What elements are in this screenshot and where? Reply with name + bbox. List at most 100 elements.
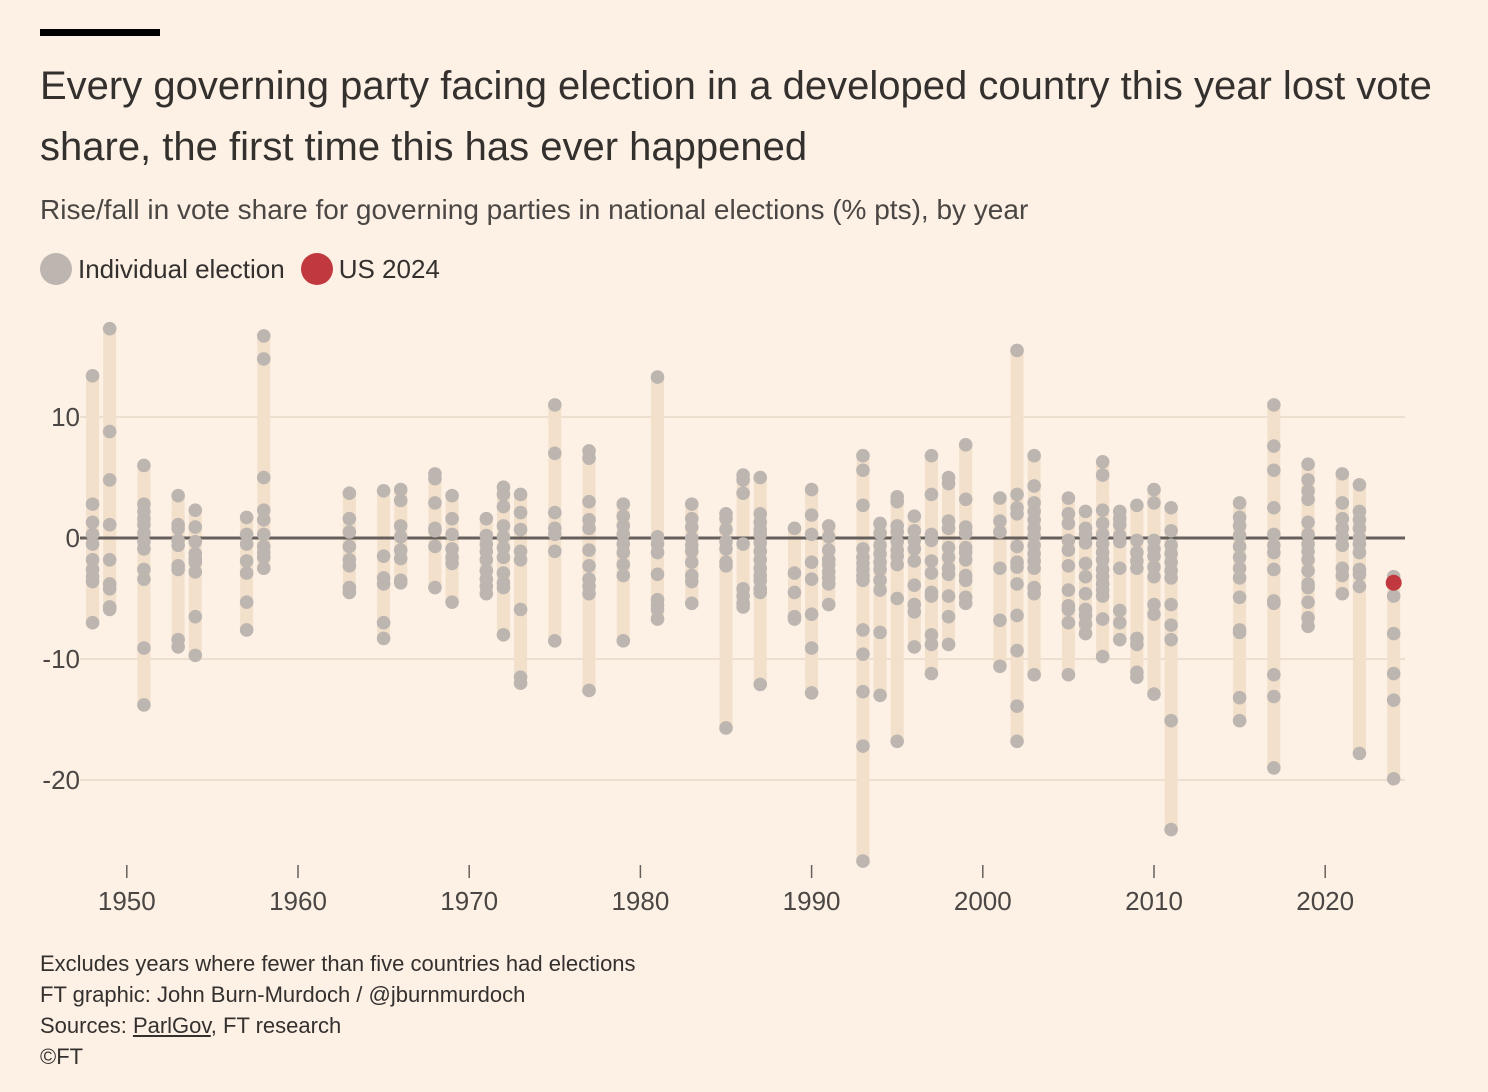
election-dot — [856, 498, 870, 513]
election-dot — [513, 552, 528, 567]
election-dot — [85, 615, 100, 630]
election-dot — [1095, 649, 1110, 664]
election-dot — [428, 523, 442, 538]
election-dot — [548, 634, 562, 648]
election-dot — [1078, 504, 1093, 519]
election-dot — [188, 565, 203, 579]
election-dot — [941, 589, 956, 603]
footer-sources-suffix: , FT research — [210, 1013, 342, 1038]
election-dot — [256, 329, 271, 343]
election-dot — [941, 550, 956, 565]
election-dot — [256, 352, 271, 366]
election-dot — [1147, 549, 1161, 563]
election-dot — [719, 721, 733, 735]
x-tick-label: 2010 — [1125, 886, 1183, 916]
election-dot — [1164, 618, 1178, 632]
election-dot — [256, 550, 271, 565]
election-dot — [1232, 625, 1247, 640]
election-dot — [890, 494, 904, 509]
election-dot — [873, 573, 887, 588]
election-dot — [1061, 543, 1076, 557]
election-dot — [85, 369, 100, 383]
range-bar — [1130, 505, 1144, 678]
election-dot — [1095, 612, 1110, 626]
election-dot — [85, 497, 100, 511]
x-tick-label: 2020 — [1296, 886, 1354, 916]
election-dot — [804, 555, 819, 569]
election-dot — [856, 684, 870, 699]
election-dot — [941, 540, 956, 555]
election-dot — [1112, 615, 1127, 630]
election-dot — [684, 544, 699, 559]
election-dot — [856, 623, 870, 637]
election-dot — [1010, 487, 1024, 502]
election-dot — [85, 552, 100, 567]
election-dot — [924, 589, 939, 603]
election-dot — [342, 525, 357, 539]
election-dot — [1335, 586, 1350, 601]
election-dot — [890, 525, 904, 539]
election-dot — [719, 559, 733, 573]
election-dot — [736, 600, 750, 614]
election-dot — [1301, 580, 1315, 595]
election-dot — [1078, 569, 1093, 584]
election-dot — [1112, 603, 1127, 618]
election-dot — [924, 637, 939, 652]
election-dot — [907, 605, 922, 619]
election-dot — [256, 513, 271, 527]
election-dot — [804, 508, 819, 522]
election-dot — [993, 561, 1007, 576]
election-dot — [684, 596, 699, 611]
election-dot — [907, 509, 922, 524]
election-dot — [1078, 617, 1093, 631]
election-dot — [496, 580, 511, 595]
election-dot — [256, 561, 271, 576]
election-dot — [582, 521, 596, 536]
election-dot — [239, 623, 254, 637]
election-dot — [856, 739, 870, 753]
election-dot — [445, 527, 459, 542]
election-dot — [890, 557, 904, 572]
legend-item-us-2024: US 2024 — [300, 253, 440, 285]
election-dot — [513, 676, 528, 690]
x-tick-label: 1990 — [783, 886, 841, 916]
election-dot — [873, 583, 887, 597]
election-dot — [85, 527, 100, 542]
election-dot — [445, 556, 459, 571]
election-dot — [924, 666, 939, 681]
parlgov-link[interactable]: ParlGov — [132, 1013, 211, 1038]
election-dot — [821, 529, 836, 544]
election-dot — [1301, 527, 1315, 542]
legend-label-us-2024: US 2024 — [338, 253, 440, 284]
election-dot — [1061, 602, 1076, 617]
election-dot — [787, 521, 802, 536]
election-dot — [924, 533, 939, 548]
election-dot — [1078, 586, 1093, 601]
election-dot — [1386, 771, 1401, 786]
election-dot — [342, 585, 357, 600]
election-dot — [1164, 713, 1178, 728]
election-dot — [1010, 577, 1024, 591]
legend-swatch-us-2024 — [300, 253, 333, 285]
legend-label-individual-election: Individual election — [78, 253, 285, 284]
election-dot — [1267, 596, 1281, 611]
election-dot — [1301, 595, 1315, 609]
election-dot — [1078, 556, 1093, 571]
election-dot — [445, 595, 459, 609]
election-dot — [1130, 498, 1144, 513]
election-dot — [873, 526, 887, 540]
election-dot — [513, 505, 528, 520]
election-dot — [941, 609, 956, 624]
legend-item-individual-election: Individual election — [40, 253, 285, 285]
election-dot — [1010, 643, 1024, 658]
election-dot — [1061, 516, 1076, 531]
election-dot — [1078, 536, 1093, 550]
election-dot — [479, 552, 494, 567]
election-dot — [1232, 519, 1247, 533]
range-bar — [1147, 489, 1161, 695]
election-dot — [188, 503, 203, 517]
range-bar — [805, 489, 819, 693]
election-dot — [1267, 439, 1281, 453]
election-dot — [239, 566, 254, 580]
election-dot — [1027, 479, 1041, 493]
